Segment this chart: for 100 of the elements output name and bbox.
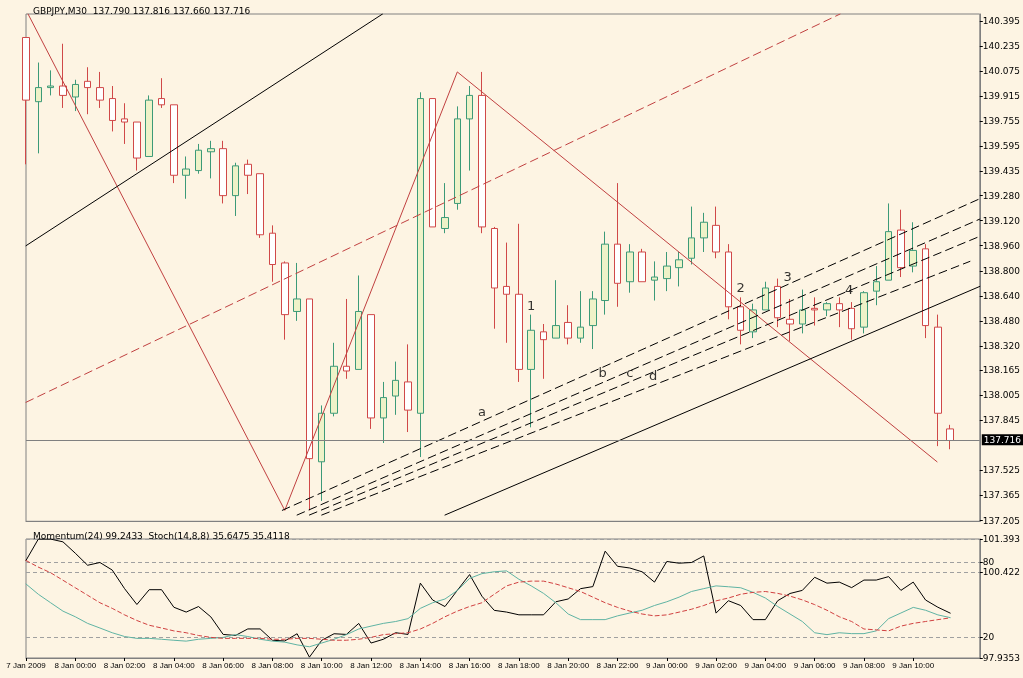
annotation: 2 bbox=[736, 280, 745, 296]
annotation: 4 bbox=[845, 281, 854, 297]
candlestick bbox=[417, 91, 424, 458]
y-tick-label: 137.845 bbox=[982, 415, 1020, 426]
candlestick bbox=[491, 226, 498, 330]
x-tick-label: 8 Jan 02:00 bbox=[103, 660, 147, 670]
candlestick bbox=[774, 278, 781, 328]
x-tick-label: 8 Jan 22:00 bbox=[596, 660, 639, 670]
candlestick bbox=[404, 343, 412, 433]
candlestick bbox=[934, 314, 942, 447]
candlestick bbox=[527, 314, 535, 428]
annotation: d bbox=[649, 368, 658, 384]
y-tick-label: 101.393 bbox=[982, 534, 1020, 544]
y-tick-label: 100.422 bbox=[982, 567, 1020, 578]
y-tick-label: 138.165 bbox=[982, 365, 1020, 376]
candlestick bbox=[860, 290, 868, 334]
x-tick-label: 8 Jan 20:00 bbox=[547, 660, 590, 670]
x-tick-label: 8 Jan 06:00 bbox=[202, 660, 245, 670]
candlestick bbox=[355, 274, 362, 370]
candlestick bbox=[540, 323, 547, 380]
x-tick-label: 9 Jan 10:00 bbox=[892, 660, 935, 670]
y-tick-label: 140.395 bbox=[982, 16, 1020, 27]
x-tick-label: 8 Jan 12:00 bbox=[350, 660, 393, 670]
candlestick bbox=[256, 173, 264, 239]
candlestick bbox=[454, 105, 461, 211]
candlestick bbox=[552, 279, 560, 339]
candlestick bbox=[47, 69, 54, 96]
candlestick bbox=[626, 243, 634, 294]
y-tick-label: 137.365 bbox=[982, 490, 1020, 501]
annotation: c bbox=[626, 364, 634, 380]
y-tick-label: 138.960 bbox=[982, 240, 1021, 251]
candlestick bbox=[762, 281, 769, 311]
candlestick bbox=[219, 140, 227, 204]
candlestick bbox=[232, 162, 239, 217]
y-tick-label: 139.915 bbox=[982, 91, 1020, 102]
y-tick-label: 137.525 bbox=[982, 465, 1020, 476]
line-series bbox=[25, 538, 951, 658]
candlestick bbox=[922, 243, 929, 339]
x-tick-label: 8 Jan 14:00 bbox=[399, 660, 442, 670]
annotation: 1 bbox=[527, 297, 536, 313]
chart-title: GBPJPY,M30 137.790 137.816 137.660 137.716 bbox=[33, 5, 251, 16]
y-tick-label: 138.640 bbox=[982, 290, 1021, 301]
candlestick bbox=[380, 381, 387, 444]
x-tick-label: 9 Jan 06:00 bbox=[793, 660, 837, 670]
candlestick bbox=[885, 202, 892, 281]
x-tick-label: 9 Jan 08:00 bbox=[843, 660, 886, 670]
candlestick bbox=[35, 62, 42, 154]
candlestick bbox=[441, 182, 449, 234]
x-tick-label: 9 Jan 04:00 bbox=[744, 660, 787, 670]
annotation: a bbox=[477, 404, 486, 420]
candlestick bbox=[392, 361, 399, 416]
chart-title: Momentum(24) 99.2433 Stoch(14,8,8) 35.6475 35.4118 bbox=[33, 530, 291, 541]
y-tick-label: 139.120 bbox=[982, 215, 1021, 226]
candlestick bbox=[145, 94, 153, 157]
y-tick-label: 138.320 bbox=[982, 340, 1021, 351]
candlestick bbox=[700, 212, 708, 253]
y-tick-label: 97.9353 bbox=[982, 653, 1020, 663]
x-tick-label: 8 Jan 00:00 bbox=[54, 660, 97, 670]
x-tick-label: 7 Jan 2009 bbox=[6, 660, 47, 670]
candlestick bbox=[651, 260, 658, 302]
candlestick bbox=[170, 104, 178, 184]
candlestick bbox=[564, 304, 572, 345]
candlestick bbox=[848, 301, 855, 341]
candlestick bbox=[429, 98, 436, 228]
candlestick bbox=[725, 243, 732, 320]
x-tick-label: 8 Jan 04:00 bbox=[152, 660, 196, 670]
x-tick-label: 9 Jan 00:00 bbox=[645, 660, 689, 670]
candlestick bbox=[121, 102, 128, 145]
x-tick-label: 8 Jan 10:00 bbox=[300, 660, 344, 670]
y2-tick-label: 20 bbox=[982, 632, 995, 643]
candlestick bbox=[466, 85, 473, 172]
candlestick bbox=[515, 223, 523, 383]
annotation: b bbox=[598, 364, 607, 380]
candlestick bbox=[909, 221, 917, 273]
candlestick bbox=[897, 209, 905, 278]
candlestick bbox=[59, 43, 67, 109]
annotation: 3 bbox=[783, 269, 792, 285]
y2-tick-label: 80 bbox=[982, 557, 995, 568]
candlestick bbox=[195, 143, 202, 175]
candlestick bbox=[601, 231, 609, 316]
candlestick bbox=[589, 290, 597, 350]
candlestick bbox=[675, 251, 683, 287]
y-tick-label: 138.005 bbox=[982, 390, 1020, 401]
y-tick-label: 140.075 bbox=[982, 66, 1020, 77]
y-tick-label: 137.205 bbox=[982, 515, 1020, 526]
candlestick bbox=[577, 290, 584, 344]
candlestick bbox=[318, 404, 325, 502]
candlestick bbox=[244, 159, 252, 195]
candlestick bbox=[786, 298, 794, 342]
candlestick bbox=[207, 140, 215, 179]
candlestick bbox=[306, 298, 313, 511]
y-tick-label: 138.800 bbox=[982, 265, 1021, 276]
y-tick-label: 139.595 bbox=[982, 141, 1020, 152]
candlestick bbox=[158, 77, 165, 109]
x-tick-label: 8 Jan 18:00 bbox=[498, 660, 541, 670]
line-series bbox=[25, 560, 951, 641]
candlestick bbox=[96, 71, 104, 109]
y-tick-label: 139.435 bbox=[982, 166, 1020, 177]
y-tick-label: 139.280 bbox=[982, 190, 1021, 201]
y-tick-label: 140.235 bbox=[982, 41, 1020, 52]
